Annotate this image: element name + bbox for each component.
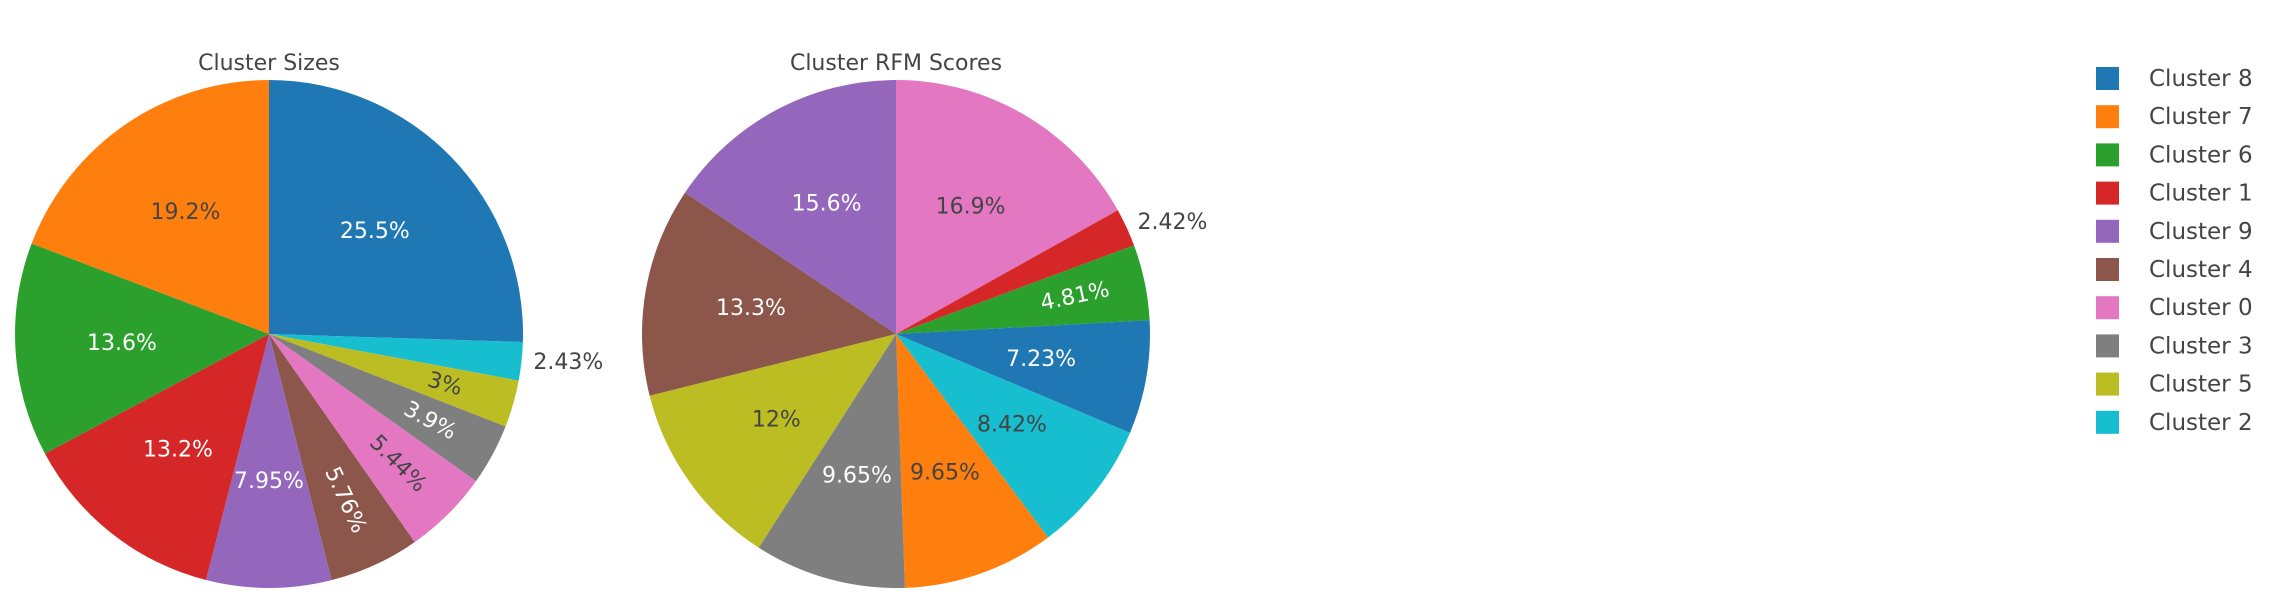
legend-item[interactable]: Cluster 2 xyxy=(2096,410,2253,436)
legend-swatch xyxy=(2096,181,2119,205)
legend-item[interactable]: Cluster 0 xyxy=(2096,295,2253,321)
slice-value-label: 7.23% xyxy=(1006,347,1076,372)
legend-item[interactable]: Cluster 1 xyxy=(2096,181,2253,207)
legend-swatch xyxy=(2096,105,2119,129)
slice-value-label: 12% xyxy=(752,407,801,432)
pie-slice-cluster-8 xyxy=(269,80,523,343)
pie-slice-cluster-9 xyxy=(685,80,896,334)
slice-value-label: 2.42% xyxy=(1138,210,1208,235)
legend-item[interactable]: Cluster 8 xyxy=(2096,66,2253,92)
legend-label: Cluster 1 xyxy=(2149,181,2253,207)
pie-slice-cluster-4 xyxy=(641,192,896,396)
pie-slice-cluster-7 xyxy=(31,80,269,334)
pie-slice-cluster-9 xyxy=(205,334,332,588)
pie-slice-cluster-1 xyxy=(896,210,1135,334)
pie-title: Cluster RFM Scores xyxy=(790,51,1002,76)
legend-label: Cluster 2 xyxy=(2149,410,2253,436)
pie-cluster-rfm-scores: Cluster RFM Scores 16.9%2.42%4.81%7.23%8… xyxy=(641,51,1208,588)
legend: Cluster 8 Cluster 7 Cluster 6 Cluster 1 Clus… xyxy=(2096,66,2253,436)
slice-value-label: 16.9% xyxy=(936,195,1006,220)
slice-value-label: 19.2% xyxy=(150,200,220,225)
pie-slice-cluster-0 xyxy=(896,80,1118,334)
legend-label: Cluster 9 xyxy=(2149,219,2253,245)
pie-cluster-sizes: Cluster Sizes 25.5%2.43%3%3.9%5.44%5.76%… xyxy=(15,51,603,588)
pie-slice-cluster-4 xyxy=(269,334,415,581)
legend-swatch xyxy=(2096,410,2119,434)
slice-value-label: 15.6% xyxy=(792,192,862,217)
pie-slice-cluster-3 xyxy=(758,334,905,588)
legend-swatch xyxy=(2096,219,2119,243)
legend-item[interactable]: Cluster 9 xyxy=(2096,219,2253,245)
legend-label: Cluster 3 xyxy=(2149,333,2253,359)
pie-slice-cluster-3 xyxy=(269,334,506,482)
legend-item[interactable]: Cluster 3 xyxy=(2096,333,2253,359)
legend-swatch xyxy=(2096,296,2119,320)
slice-value-label: 13.3% xyxy=(716,296,786,321)
slice-value-label: 2.43% xyxy=(533,350,603,375)
pie-slice-cluster-0 xyxy=(269,334,477,543)
legend-item[interactable]: Cluster 5 xyxy=(2096,372,2253,398)
legend-label: Cluster 4 xyxy=(2149,257,2253,283)
legend-label: Cluster 7 xyxy=(2149,104,2253,130)
pie-slice-cluster-7 xyxy=(896,334,1049,588)
slice-value-label: 8.42% xyxy=(977,412,1047,437)
pie-slice-cluster-5 xyxy=(649,334,896,548)
legend-label: Cluster 5 xyxy=(2149,372,2253,398)
pie-title: Cluster Sizes xyxy=(198,51,340,76)
legend-swatch xyxy=(2096,372,2119,396)
pie-slice-cluster-2 xyxy=(269,334,523,381)
pie-slice-cluster-6 xyxy=(896,245,1150,334)
legend-swatch xyxy=(2096,334,2119,358)
slice-value-label: 25.5% xyxy=(340,219,410,244)
pie-slice-cluster-2 xyxy=(896,334,1130,538)
legend-swatch xyxy=(2096,258,2119,281)
legend-label: Cluster 6 xyxy=(2149,142,2253,168)
legend-item[interactable]: Cluster 7 xyxy=(2096,104,2253,130)
legend-swatch xyxy=(2096,143,2119,167)
legend-label: Cluster 8 xyxy=(2149,66,2253,92)
slice-value-label: 13.6% xyxy=(87,331,157,356)
slice-value-label: 13.2% xyxy=(143,437,213,462)
legend-item[interactable]: Cluster 4 xyxy=(2096,257,2253,283)
pie-slice-cluster-8 xyxy=(896,320,1150,433)
slice-value-label: 9.65% xyxy=(910,461,980,486)
legend-item[interactable]: Cluster 6 xyxy=(2096,142,2253,168)
pie-slice-cluster-5 xyxy=(269,334,519,427)
legend-swatch xyxy=(2096,67,2119,90)
slice-value-label: 7.95% xyxy=(234,469,304,494)
pie-slice-cluster-6 xyxy=(15,243,269,454)
pie-slice-cluster-1 xyxy=(44,334,270,581)
legend-label: Cluster 0 xyxy=(2149,295,2253,321)
slice-value-label: 9.65% xyxy=(822,464,892,489)
